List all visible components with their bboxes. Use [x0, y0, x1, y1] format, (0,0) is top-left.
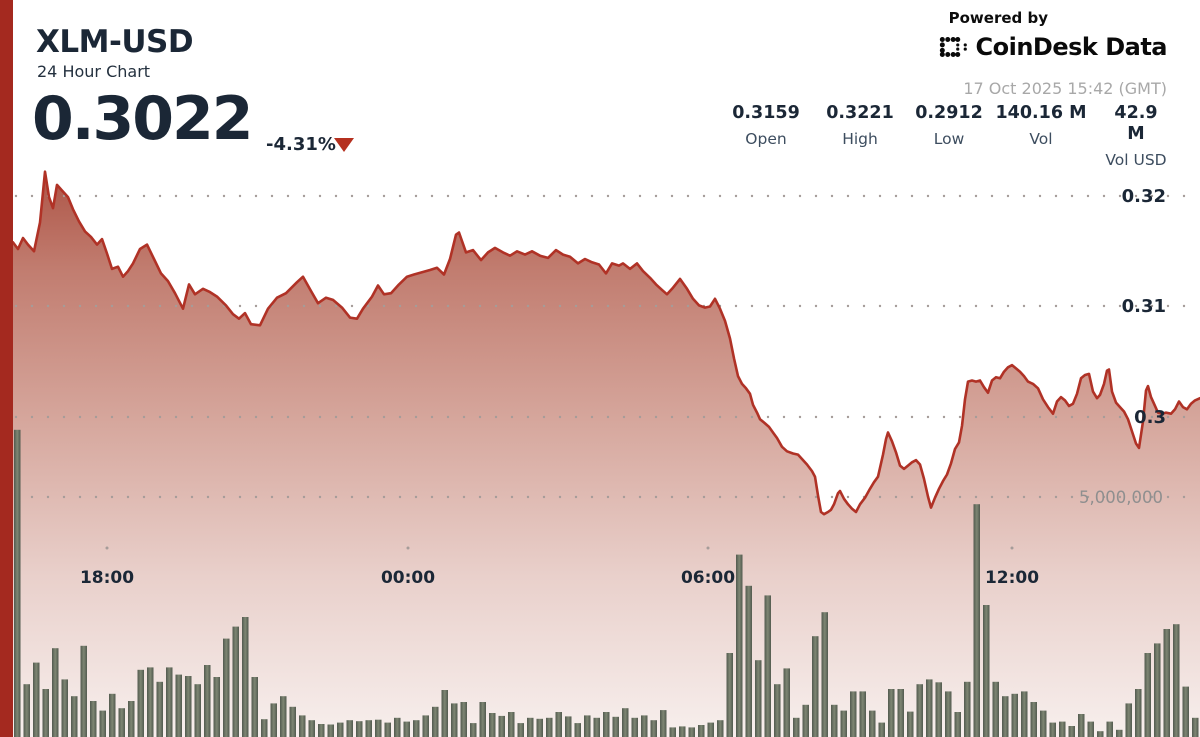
- y-axis-label-volume: 5,000,000: [1079, 488, 1163, 507]
- stat-vol-value: 140.16 M: [995, 103, 1087, 123]
- chart-timestamp: 17 Oct 2025 15:42 (GMT): [963, 79, 1167, 98]
- down-triangle-icon: [334, 138, 354, 152]
- instrument-symbol: XLM-USD: [36, 24, 194, 60]
- brand-name: CoinDesk Data: [975, 33, 1168, 61]
- stat-low-value: 0.2912: [915, 103, 983, 123]
- stat-low: 0.2912 Low: [915, 103, 983, 148]
- stat-low-label: Low: [933, 130, 965, 148]
- powered-by-label: Powered by: [948, 9, 1048, 27]
- current-price: 0.3022: [32, 84, 254, 154]
- coindesk-logo-icon: [939, 37, 967, 57]
- left-accent-stripe: [0, 0, 13, 737]
- stat-vol-usd: 42.9 M Vol USD: [1104, 103, 1168, 169]
- stat-high: 0.3221 High: [826, 103, 894, 148]
- stat-vol-usd-value: 42.9 M: [1114, 103, 1158, 144]
- brand-row: CoinDesk Data: [939, 33, 1168, 61]
- stat-high-label: High: [842, 130, 878, 148]
- stat-vol: 140.16 M Vol: [995, 103, 1086, 148]
- stat-vol-usd-label: Vol USD: [1105, 151, 1167, 169]
- stat-vol-label: Vol: [1029, 130, 1053, 148]
- stat-open-value: 0.3159: [732, 103, 800, 123]
- x-axis-label-06-00: 06:00: [680, 568, 736, 588]
- x-axis-label-18-00: 18:00: [79, 568, 135, 588]
- y-axis-label-0.32: 0.32: [1121, 186, 1166, 207]
- y-axis-label-0.3: 0.3: [1134, 407, 1166, 428]
- y-axis-label-0.31: 0.31: [1121, 296, 1166, 317]
- chart-subtitle: 24 Hour Chart: [37, 62, 151, 81]
- x-axis-label-00-00: 00:00: [380, 568, 436, 588]
- price-change-percent: -4.31%: [266, 134, 336, 155]
- stat-open: 0.3159 Open: [732, 103, 800, 148]
- stat-high-value: 0.3221: [826, 103, 894, 123]
- stat-open-label: Open: [745, 130, 787, 148]
- x-axis-label-12-00: 12:00: [984, 568, 1040, 588]
